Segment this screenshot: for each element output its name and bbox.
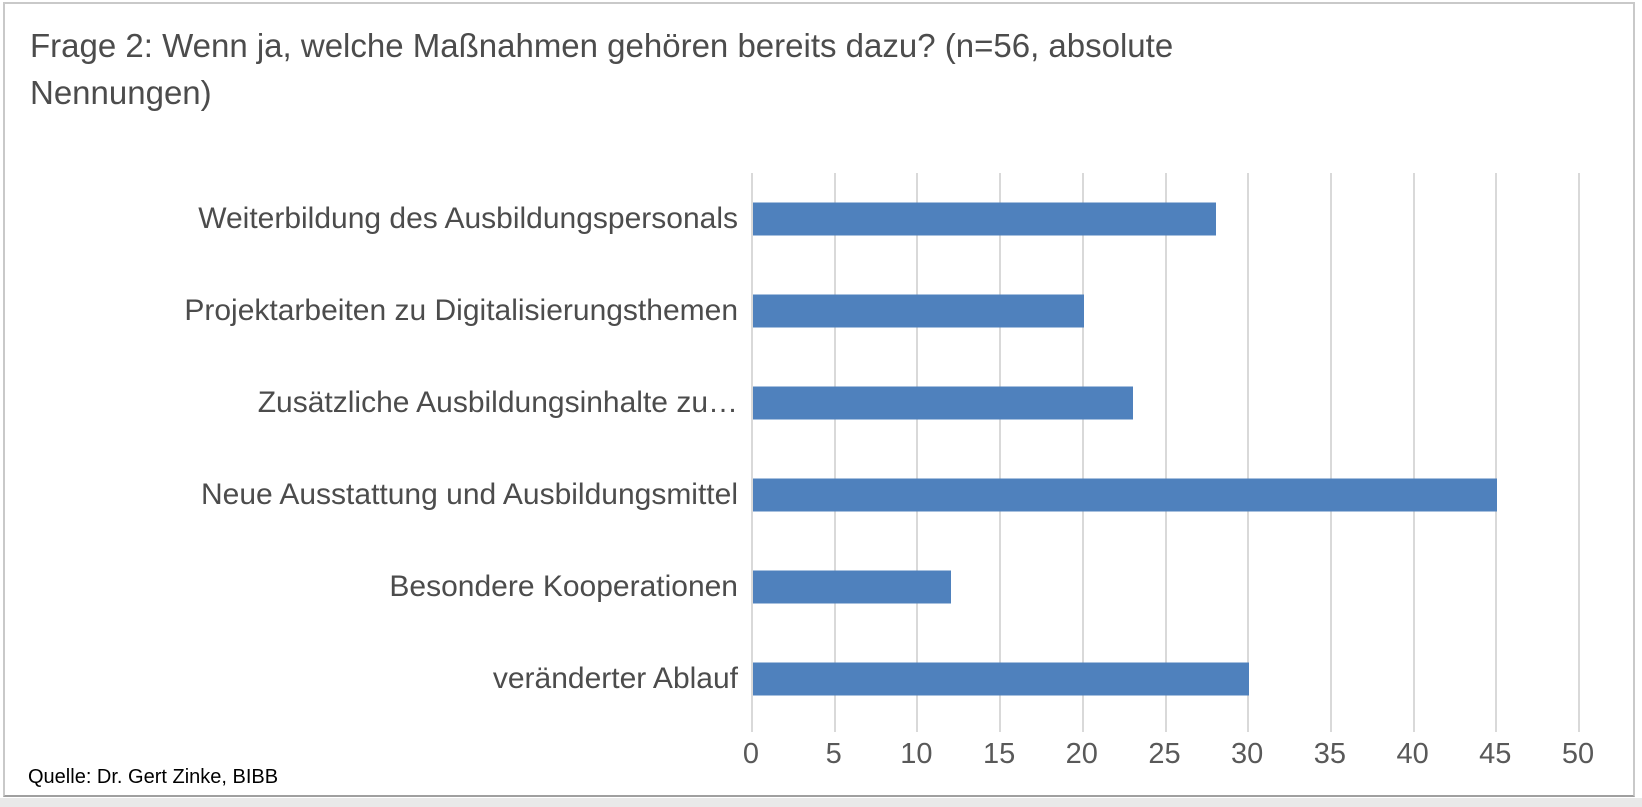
category-labels: Weiterbildung des Ausbildungspersonals Pr… [20,173,738,725]
source-caption: Quelle: Dr. Gert Zinke, BIBB [28,766,279,788]
x-axis-tick-label: 10 [900,738,933,770]
gridline [1578,173,1580,732]
category-label: Neue Ausstattung und Ausbildungsmittel [200,478,738,511]
gridline [833,173,836,732]
x-axis-tick-label: 5 [825,738,842,770]
category-label: veränderter Ablauf [492,662,738,695]
x-axis-tick-label: 20 [1065,738,1098,770]
gridline [1164,173,1167,732]
gridline [1412,173,1415,732]
category-label: Besondere Kooperationen [389,570,738,603]
category-label: Zusätzliche Ausbildungsinhalte zu… [257,386,738,419]
bar [753,478,1498,512]
x-axis-tick-label: 15 [982,738,1016,770]
category-label: Projektarbeiten zu Digitalisierungstheme… [184,294,738,327]
bar [753,662,1250,696]
bar [753,294,1084,328]
x-axis-tick-label: 25 [1148,738,1181,770]
x-axis-tick-label: 50 [1561,738,1595,770]
gridline [751,173,753,732]
gridline [999,173,1002,732]
bar [753,570,952,604]
page-background-strip [0,798,1642,807]
bar [753,386,1134,420]
x-axis-tick-label: 40 [1396,738,1429,770]
x-axis-tick-label: 45 [1479,738,1512,770]
x-axis-tick-label: 0 [742,738,760,770]
category-label: Weiterbildung des Ausbildungspersonals [198,202,738,235]
plot-area: 0 5 10 15 20 25 30 35 40 45 50 [743,173,1594,770]
gridline [1081,173,1084,732]
x-axis-tick-label: 30 [1231,738,1264,770]
gridline [1247,173,1250,732]
gridline [1495,173,1498,732]
chart-title: Frage 2: Wenn ja, welche Maßnahmen gehör… [30,27,1174,111]
gridline [1329,173,1332,732]
x-axis-tick-label: 35 [1313,738,1347,770]
gridline [916,173,919,732]
bar [753,202,1217,236]
